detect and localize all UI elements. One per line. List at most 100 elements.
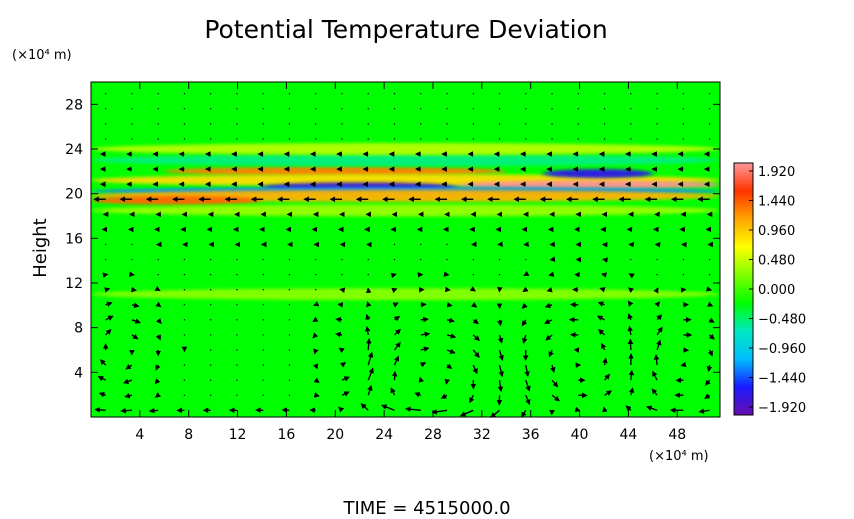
x-tick-label: 20 bbox=[326, 427, 344, 443]
wind-vector bbox=[105, 301, 113, 307]
x-tick-label: 44 bbox=[619, 427, 637, 443]
wind-vector bbox=[551, 394, 560, 402]
wind-vector bbox=[472, 364, 478, 375]
wind-vector bbox=[209, 349, 212, 351]
wind-vector bbox=[525, 138, 527, 140]
wind-vector bbox=[288, 319, 291, 321]
wind-vector bbox=[315, 93, 317, 95]
wind-vector bbox=[209, 334, 212, 336]
x-tick-label: 8 bbox=[184, 427, 193, 443]
wind-vector bbox=[544, 302, 553, 309]
wind-vector bbox=[131, 108, 133, 110]
x-tick-label: 28 bbox=[424, 427, 442, 443]
colorbar-label: −1.440 bbox=[758, 372, 806, 387]
wind-vector bbox=[288, 379, 291, 381]
wind-vector bbox=[419, 362, 427, 368]
wind-vector bbox=[104, 243, 107, 246]
wind-vector bbox=[365, 313, 371, 321]
wind-vector bbox=[446, 123, 448, 125]
wind-vector bbox=[209, 273, 212, 276]
wind-vector bbox=[431, 409, 448, 415]
wind-vector bbox=[288, 123, 291, 125]
colorbar-label: −0.480 bbox=[758, 313, 806, 328]
wind-vector bbox=[262, 319, 264, 321]
wind-vector bbox=[706, 364, 713, 373]
wind-vector bbox=[546, 287, 553, 293]
wind-vector bbox=[341, 258, 343, 261]
wind-vector bbox=[525, 108, 527, 110]
wind-vector bbox=[393, 341, 401, 351]
wind-vector bbox=[656, 108, 658, 110]
wind-vector bbox=[656, 273, 658, 276]
wind-vector bbox=[446, 317, 455, 324]
wind-vector bbox=[125, 364, 133, 370]
colorbar: 1.920 1.440 0.960 0.480 0.000 −0.480 −0.960 −1.… bbox=[733, 162, 806, 416]
wind-vector bbox=[698, 408, 710, 414]
wind-vector bbox=[236, 304, 238, 306]
wind-vector bbox=[628, 369, 635, 381]
wind-vector bbox=[97, 376, 106, 382]
wind-vector bbox=[393, 315, 401, 322]
wind-vector bbox=[682, 273, 685, 276]
wind-vectors bbox=[93, 93, 715, 418]
wind-vector bbox=[599, 287, 606, 293]
wind-vector bbox=[656, 339, 662, 351]
wind-vector bbox=[420, 108, 422, 110]
wind-vector bbox=[707, 301, 714, 307]
wind-vector bbox=[312, 332, 319, 339]
wind-vector bbox=[131, 258, 133, 261]
wind-vector bbox=[338, 347, 345, 354]
wind-vector bbox=[472, 349, 480, 358]
heatmap-background bbox=[91, 82, 720, 417]
wind-vector bbox=[236, 394, 238, 396]
x-axis-ticks: 4 8 12 16 20 24 28 32 36 40 44 48 bbox=[135, 82, 686, 443]
wind-vector bbox=[600, 272, 608, 278]
wind-vector bbox=[209, 138, 212, 140]
wind-vector bbox=[440, 393, 448, 399]
wind-vector bbox=[577, 138, 580, 140]
wind-vector bbox=[627, 338, 634, 351]
wind-vector bbox=[367, 93, 369, 95]
wind-vector bbox=[341, 138, 343, 140]
wind-vector bbox=[367, 367, 374, 381]
colorbar-label: −0.960 bbox=[758, 342, 806, 357]
wind-vector bbox=[603, 123, 606, 125]
wind-vector bbox=[596, 315, 605, 321]
wind-vector bbox=[209, 123, 212, 125]
wind-vector bbox=[365, 337, 372, 351]
wind-vector bbox=[131, 93, 133, 95]
wind-vector bbox=[577, 123, 580, 125]
wind-vector bbox=[414, 392, 422, 398]
wind-vector bbox=[183, 394, 186, 396]
wind-vector bbox=[381, 404, 395, 411]
wind-vector bbox=[288, 273, 291, 276]
wind-vector bbox=[183, 304, 186, 306]
wind-vector bbox=[472, 93, 474, 95]
wind-vector bbox=[157, 108, 159, 110]
heatmap-band bbox=[91, 143, 720, 155]
wind-vector bbox=[341, 108, 343, 110]
wind-vector bbox=[209, 319, 212, 321]
wind-vector bbox=[183, 258, 186, 261]
wind-vector bbox=[236, 273, 238, 276]
wind-vector bbox=[653, 354, 660, 366]
wind-vector bbox=[122, 378, 133, 385]
wind-vector bbox=[157, 273, 159, 276]
wind-vector bbox=[315, 273, 317, 276]
colorbar-label: −1.920 bbox=[758, 401, 806, 416]
heatmap-band bbox=[91, 154, 720, 167]
wind-vector bbox=[236, 334, 238, 336]
wind-vector bbox=[315, 123, 317, 125]
wind-vector bbox=[652, 370, 658, 381]
wind-vector bbox=[209, 304, 212, 306]
wind-vector bbox=[496, 319, 503, 327]
y-tick-label: 12 bbox=[65, 276, 83, 292]
wind-vector bbox=[472, 334, 481, 342]
wind-vector bbox=[262, 364, 264, 366]
x-tick-label: 48 bbox=[668, 427, 686, 443]
wind-vector bbox=[420, 346, 430, 352]
wind-vector bbox=[98, 392, 106, 398]
wind-vector bbox=[472, 123, 474, 125]
x-tick-label: 40 bbox=[571, 427, 589, 443]
wind-vector bbox=[154, 392, 162, 398]
